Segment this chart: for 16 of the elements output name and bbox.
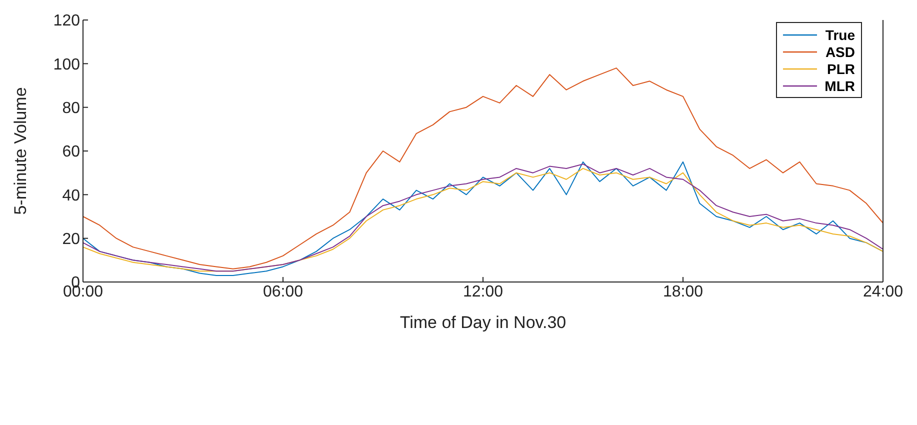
y-axis-title: 5-minute Volume — [11, 87, 30, 215]
legend-label: MLR — [824, 78, 855, 94]
x-tick-label: 06:00 — [262, 283, 304, 300]
legend-label: PLR — [826, 60, 855, 76]
y-tick-label: 20 — [62, 231, 80, 248]
legend-label: ASD — [824, 44, 855, 60]
x-tick-label: 18:00 — [662, 283, 704, 300]
legend-label: True — [824, 26, 855, 42]
y-tick-label: 80 — [62, 100, 80, 118]
y-tick-label: 60 — [62, 144, 80, 161]
x-tick-label: 24:00 — [862, 283, 904, 300]
y-tick-label: 40 — [62, 187, 80, 204]
y-tick-label: 100 — [53, 56, 80, 74]
x-tick-label: 12:00 — [462, 283, 504, 300]
x-axis-title: Time of Day in Nov.30 — [400, 313, 566, 332]
y-tick-label: 120 — [53, 12, 80, 30]
